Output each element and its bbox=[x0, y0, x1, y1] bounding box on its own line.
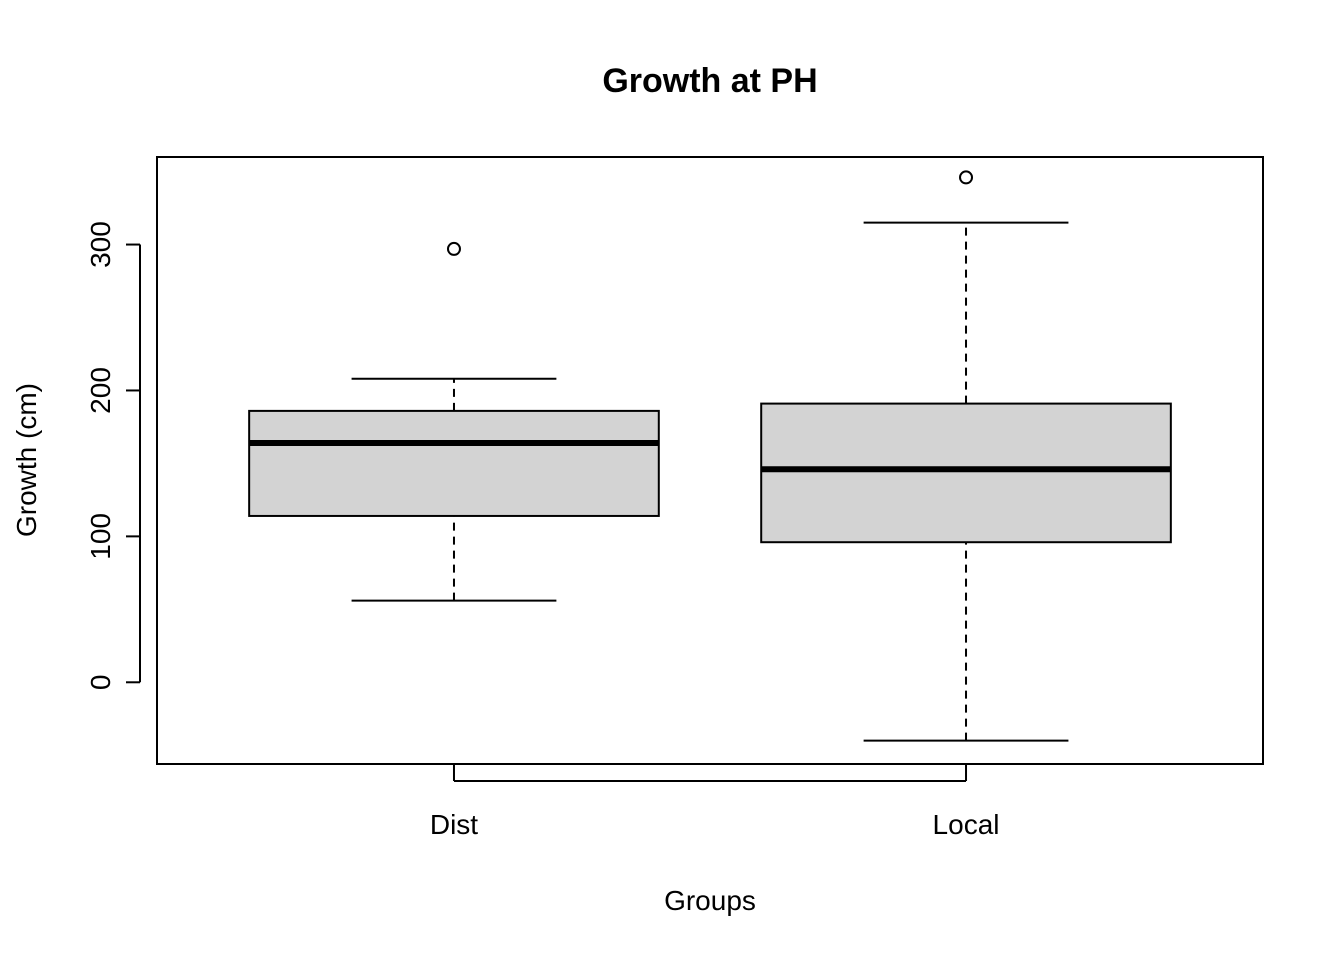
plot-frame bbox=[156, 156, 1264, 765]
y-tick-label: 300 bbox=[85, 221, 116, 268]
outlier-point bbox=[446, 241, 461, 256]
x-tick-label: Dist bbox=[430, 809, 478, 840]
box-group bbox=[248, 241, 660, 602]
y-axis: 0 100 200 300 bbox=[85, 221, 141, 690]
x-axis: Dist Local bbox=[430, 764, 1000, 840]
box-iqr bbox=[248, 409, 660, 517]
y-tick-label: 100 bbox=[85, 513, 116, 560]
x-tick-label: Local bbox=[933, 809, 1000, 840]
boxes bbox=[248, 170, 1172, 742]
outlier-point bbox=[959, 170, 974, 185]
y-tick-label: 0 bbox=[85, 674, 116, 690]
y-tick-label: 200 bbox=[85, 367, 116, 414]
x-axis-label: Groups bbox=[664, 885, 756, 916]
y-axis-label: Growth (cm) bbox=[11, 383, 42, 537]
box-group bbox=[760, 170, 1172, 742]
chart-title: Growth at PH bbox=[602, 62, 817, 100]
box-iqr bbox=[760, 402, 1172, 544]
